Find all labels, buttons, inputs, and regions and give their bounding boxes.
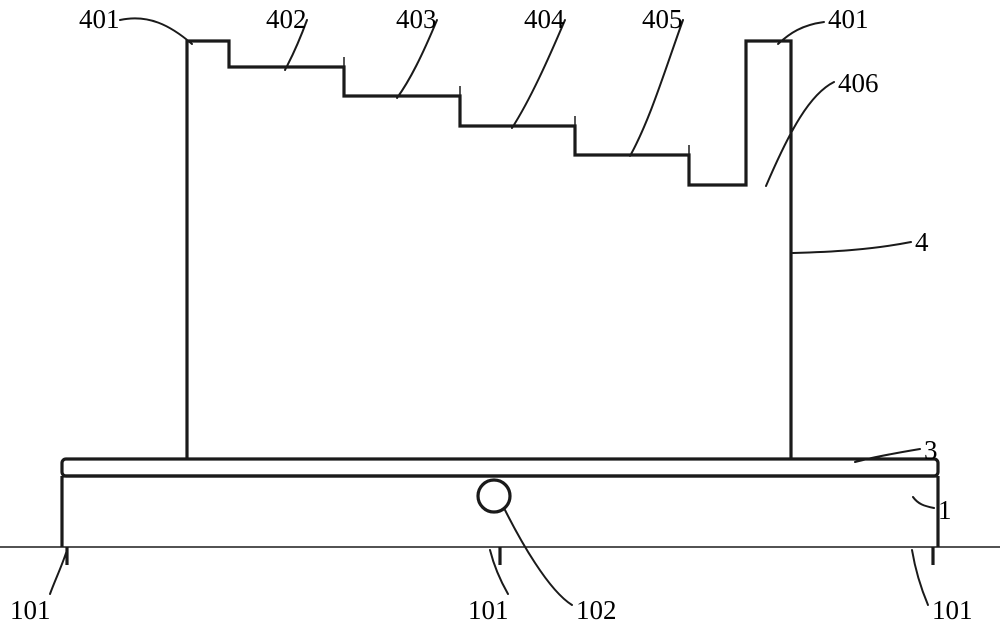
label-402: 402 (266, 6, 307, 33)
label-401-top-right: 401 (828, 6, 869, 33)
label-401-top-left: 401 (79, 6, 120, 33)
label-403: 403 (396, 6, 437, 33)
label-1: 1 (938, 497, 952, 524)
label-102: 102 (576, 597, 617, 624)
diagram-canvas: 401 402 403 404 405 401 406 4 3 1 101 10… (0, 0, 1000, 633)
label-405: 405 (642, 6, 683, 33)
label-406: 406 (838, 70, 879, 97)
label-3: 3 (924, 437, 938, 464)
label-101-mid: 101 (468, 597, 509, 624)
label-4: 4 (915, 229, 929, 256)
label-101-right: 101 (932, 597, 973, 624)
label-404: 404 (524, 6, 565, 33)
label-101-left: 101 (10, 597, 51, 624)
